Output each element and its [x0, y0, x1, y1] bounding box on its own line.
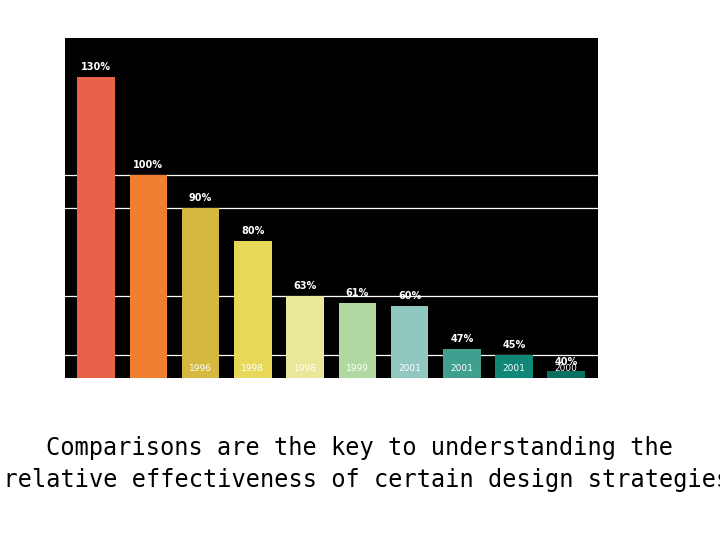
Bar: [443, 348, 480, 502]
Bar: [130, 175, 167, 502]
Text: 1998: 1998: [294, 364, 317, 373]
Bar: [495, 355, 533, 502]
Text: 2001: 2001: [398, 364, 421, 373]
Text: ASHRAE 90.1: ASHRAE 90.1: [603, 171, 662, 180]
Text: 130%: 130%: [81, 62, 111, 72]
Text: 45%: 45%: [503, 340, 526, 350]
Text: 1996: 1996: [189, 364, 212, 373]
Text: 47%: 47%: [450, 334, 474, 343]
Text: 2001: 2001: [503, 364, 526, 373]
Text: Comparative Energy Consumption: Comparative Energy Consumption: [38, 10, 323, 28]
Bar: [77, 77, 115, 502]
Text: LEED GOLD: LEED GOLD: [603, 292, 655, 301]
Text: 2001: 2001: [450, 364, 473, 373]
Text: 2000: 2000: [555, 364, 577, 373]
Y-axis label: %: %: [18, 200, 32, 215]
Text: 90%: 90%: [189, 193, 212, 203]
Text: LEED SILVER: LEED SILVER: [603, 204, 660, 212]
Bar: [234, 241, 271, 502]
Text: 80%: 80%: [241, 226, 264, 235]
Text: Comparisons are the key to understanding the
  relative effectiveness of certain: Comparisons are the key to understanding…: [0, 436, 720, 492]
Bar: [391, 306, 428, 502]
Text: 60%: 60%: [398, 291, 421, 301]
Bar: [182, 208, 220, 502]
Text: LEED PLATINUM: LEED PLATINUM: [603, 350, 675, 360]
Bar: [547, 372, 585, 502]
Text: 1999: 1999: [346, 364, 369, 373]
Text: 100%: 100%: [133, 160, 163, 170]
Text: 63%: 63%: [294, 281, 317, 291]
Bar: [287, 296, 324, 502]
Text: 40%: 40%: [554, 356, 578, 367]
Text: 1998: 1998: [241, 364, 264, 373]
Bar: [338, 303, 376, 502]
Text: 61%: 61%: [346, 288, 369, 298]
